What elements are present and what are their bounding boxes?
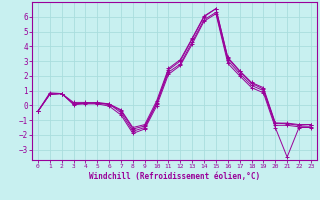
X-axis label: Windchill (Refroidissement éolien,°C): Windchill (Refroidissement éolien,°C) (89, 172, 260, 181)
